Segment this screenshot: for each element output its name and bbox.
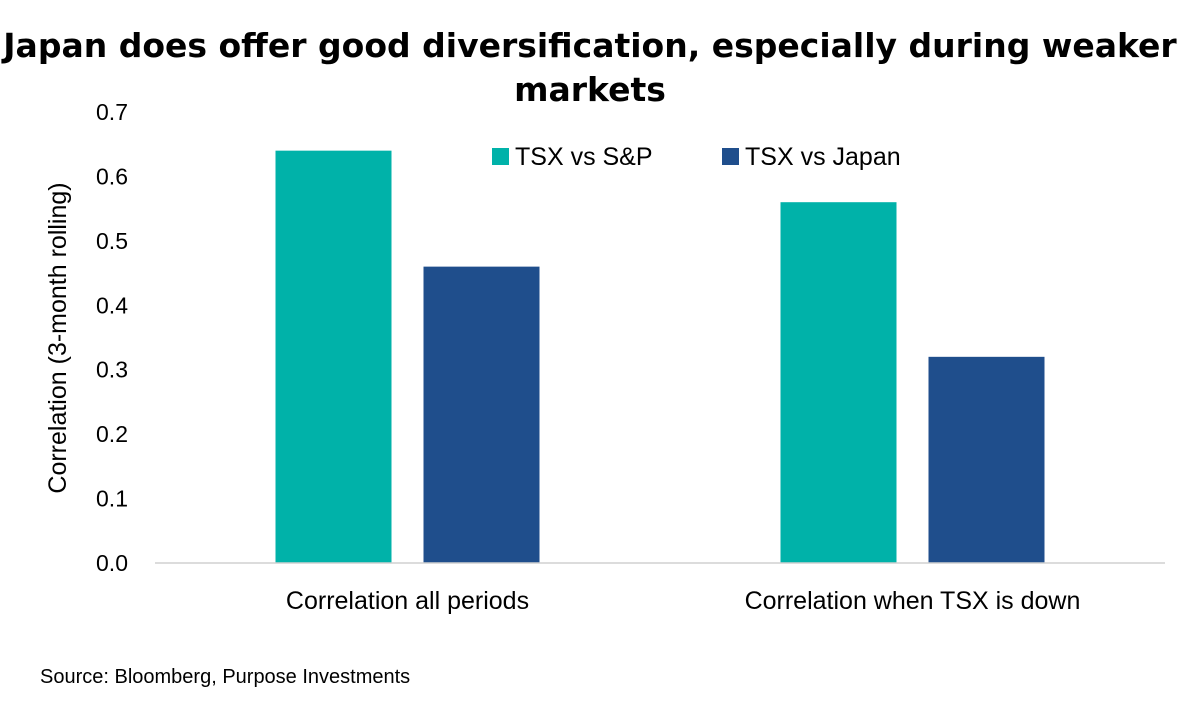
source-note: Source: Bloomberg, Purpose Investments: [40, 666, 411, 688]
x-axis-labels: Correlation all periods Correlation when …: [286, 587, 1081, 615]
y-tick-label: 0.4: [96, 292, 128, 318]
y-tick-label: 0.2: [96, 421, 128, 447]
y-tick-label: 0.6: [96, 163, 128, 189]
y-axis-ticks: 0.0 0.1 0.2 0.3 0.4 0.5 0.6 0.7: [96, 99, 128, 576]
legend-swatch: [492, 148, 509, 165]
bar-tsx-vs-japan: [928, 356, 1045, 563]
bar-tsx-vs-sp: [275, 150, 392, 563]
legend-label: TSX vs S&P: [515, 143, 653, 171]
legend-label: TSX vs Japan: [745, 143, 901, 171]
bar-tsx-vs-sp: [780, 202, 897, 563]
bars: [275, 150, 1045, 563]
y-tick-label: 0.5: [96, 228, 128, 254]
chart-title: Japan does offer good diversification, e…: [3, 26, 1177, 109]
x-category-label: Correlation all periods: [286, 587, 529, 615]
y-tick-label: 0.3: [96, 357, 128, 383]
y-axis-title-group: Correlation (3-month rolling): [44, 182, 72, 493]
x-category-label: Correlation when TSX is down: [745, 587, 1081, 615]
legend: TSX vs S&P TSX vs Japan: [492, 143, 901, 171]
y-tick-label: 0.0: [96, 550, 128, 576]
bar-tsx-vs-japan: [423, 266, 540, 563]
y-tick-label: 0.1: [96, 486, 128, 512]
y-axis-title: Correlation (3-month rolling): [44, 182, 72, 493]
y-tick-label: 0.7: [96, 99, 128, 125]
legend-swatch: [722, 148, 739, 165]
